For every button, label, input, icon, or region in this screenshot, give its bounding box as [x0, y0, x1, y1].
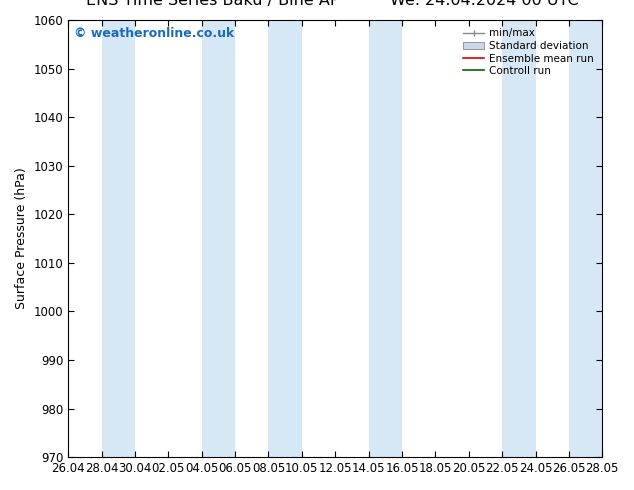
Text: ENS Time Series Baku / Bine AP: ENS Time Series Baku / Bine AP: [86, 0, 339, 8]
Bar: [569, 20, 602, 457]
Bar: [502, 20, 536, 457]
Bar: [202, 20, 235, 457]
Bar: [101, 20, 135, 457]
Y-axis label: Surface Pressure (hPa): Surface Pressure (hPa): [15, 168, 28, 310]
Legend: min/max, Standard deviation, Ensemble mean run, Controll run: min/max, Standard deviation, Ensemble me…: [460, 25, 597, 79]
Text: We. 24.04.2024 00 UTC: We. 24.04.2024 00 UTC: [391, 0, 579, 8]
Bar: [368, 20, 402, 457]
Text: © weatheronline.co.uk: © weatheronline.co.uk: [74, 26, 234, 40]
Bar: [268, 20, 302, 457]
